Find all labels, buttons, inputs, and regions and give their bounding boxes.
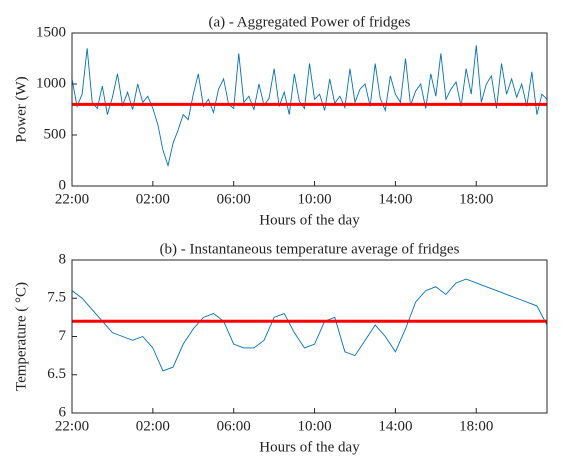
axes-frame bbox=[71, 32, 548, 187]
x-tick-label: 14:00 bbox=[378, 418, 412, 434]
x-tick-label: 14:00 bbox=[378, 191, 412, 207]
y-tick-label: 0 bbox=[59, 177, 67, 193]
y-tick-label: 8 bbox=[59, 251, 67, 267]
x-tick-label: 02:00 bbox=[136, 418, 170, 434]
data-line bbox=[71, 278, 548, 372]
x-tick-label: 06:00 bbox=[217, 191, 251, 207]
y-tick-label: 1000 bbox=[36, 75, 66, 91]
y-tick-label: 1500 bbox=[36, 24, 66, 40]
x-axis-label: Hours of the day bbox=[259, 212, 360, 228]
y-axis-label: Power (W) bbox=[13, 76, 29, 142]
x-tick-label: 06:00 bbox=[217, 418, 251, 434]
y-tick-label: 500 bbox=[44, 126, 67, 142]
x-tick-label: 18:00 bbox=[459, 418, 493, 434]
x-tick-label: 02:00 bbox=[136, 191, 170, 207]
y-axis-label: Temperature ( °C) bbox=[13, 282, 29, 391]
y-tick-label: 7.5 bbox=[47, 290, 66, 306]
x-tick-label: 22:00 bbox=[55, 418, 89, 434]
chart-title: (a) - Aggregated Power of fridges bbox=[208, 14, 410, 30]
x-tick-label: 18:00 bbox=[459, 191, 493, 207]
x-tick-label: 10:00 bbox=[297, 418, 331, 434]
x-tick-label: 10:00 bbox=[297, 191, 331, 207]
x-tick-label: 22:00 bbox=[55, 191, 89, 207]
y-tick-label: 6 bbox=[59, 404, 67, 420]
chart-title: (b) - Instantaneous temperature average … bbox=[160, 241, 460, 257]
axes-frame bbox=[71, 259, 548, 414]
y-tick-label: 6.5 bbox=[47, 366, 66, 382]
x-axis-label: Hours of the day bbox=[259, 439, 360, 455]
y-tick-label: 7 bbox=[59, 328, 67, 344]
